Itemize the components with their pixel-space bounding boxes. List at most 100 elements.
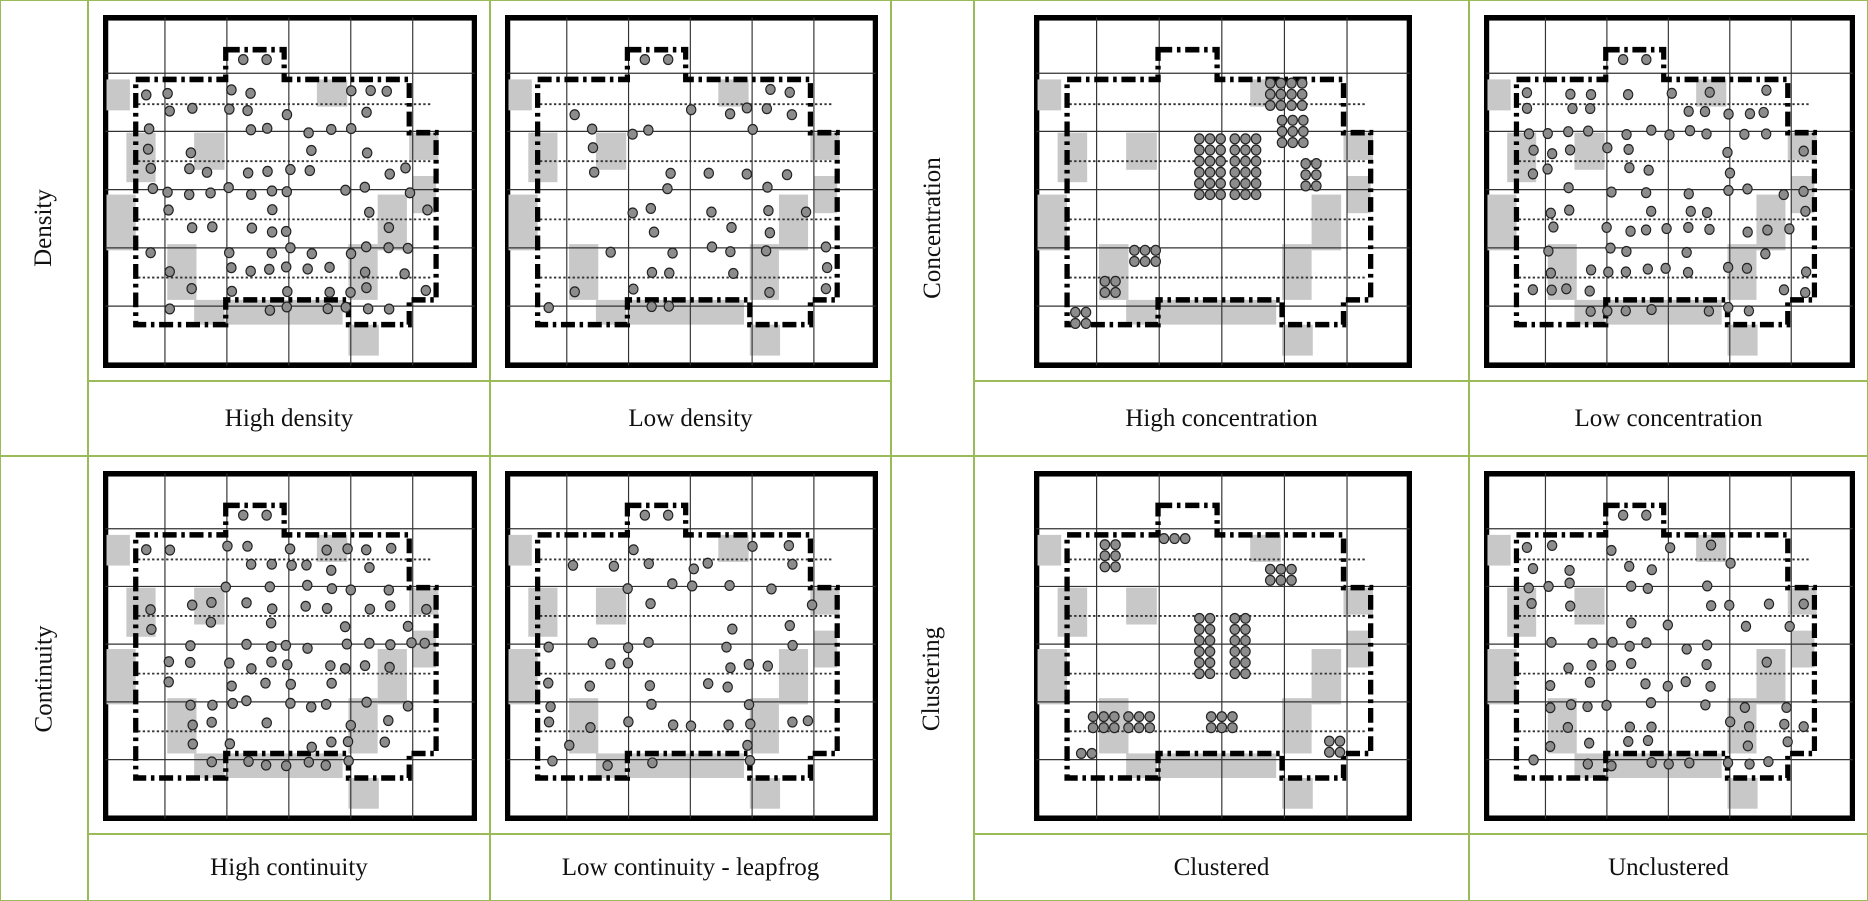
- dot: [643, 558, 655, 570]
- dot: [667, 578, 678, 590]
- dot: [1179, 533, 1191, 545]
- dot: [643, 124, 654, 136]
- dot: [201, 166, 213, 178]
- dot: [246, 663, 257, 675]
- dot: [1250, 155, 1261, 167]
- dot: [419, 637, 430, 649]
- dot: [1623, 735, 1634, 748]
- boundary: [535, 502, 840, 781]
- dot: [1744, 758, 1755, 770]
- dot: [1620, 266, 1632, 278]
- dot: [1228, 166, 1240, 178]
- dot: [325, 660, 336, 672]
- dot: [622, 642, 634, 654]
- map: [103, 471, 477, 821]
- dot: [384, 168, 396, 180]
- dot: [1666, 87, 1677, 99]
- dot: [663, 300, 675, 312]
- shaded-area: [1727, 324, 1758, 356]
- dot: [622, 657, 634, 669]
- dot: [1624, 162, 1635, 174]
- dot: [567, 559, 579, 571]
- dot: [242, 105, 253, 117]
- shaded-area: [508, 79, 532, 111]
- dot: [306, 248, 318, 260]
- dot: [339, 621, 351, 633]
- dot: [326, 583, 338, 595]
- dot: [325, 564, 337, 576]
- dot: [1664, 129, 1675, 141]
- dot: [260, 677, 271, 689]
- dot: [1193, 668, 1205, 680]
- dot: [146, 623, 157, 635]
- dot: [1645, 697, 1657, 709]
- panel: [88, 456, 490, 834]
- dot: [1562, 721, 1574, 733]
- dot: [1565, 699, 1577, 711]
- dot: [261, 122, 273, 134]
- dot: [1542, 127, 1553, 140]
- dot: [302, 579, 313, 591]
- shaded-area: [412, 630, 437, 668]
- dot: [1563, 662, 1574, 674]
- dot: [725, 246, 736, 258]
- dot: [1296, 88, 1307, 100]
- dot: [245, 188, 257, 200]
- dot: [302, 263, 313, 275]
- dot: [285, 163, 296, 176]
- dot: [260, 759, 272, 771]
- dot: [206, 756, 218, 768]
- dot: [145, 247, 156, 259]
- dot: [1704, 223, 1715, 236]
- dot: [1761, 656, 1772, 668]
- dot: [1264, 574, 1276, 586]
- dot: [187, 738, 199, 750]
- row-label-text: Concentration: [918, 157, 946, 299]
- caption: Unclustered: [1469, 834, 1868, 901]
- dot: [267, 204, 278, 216]
- dot: [820, 283, 832, 295]
- dot: [667, 719, 679, 731]
- shaded-area: [377, 649, 407, 705]
- dot: [667, 247, 678, 259]
- shaded-area: [1037, 194, 1067, 251]
- map: [103, 15, 477, 368]
- dot: [744, 755, 756, 767]
- dot: [1705, 539, 1717, 551]
- dot: [1226, 722, 1238, 734]
- dot: [185, 147, 197, 159]
- dot: [1239, 144, 1251, 156]
- dot: [1567, 102, 1578, 115]
- dot: [1323, 735, 1335, 747]
- shaded-area: [126, 132, 156, 183]
- dot: [1193, 623, 1205, 635]
- shaded-area: [1249, 534, 1281, 562]
- dot: [1778, 189, 1789, 201]
- dot: [645, 202, 657, 215]
- dot: [1725, 557, 1736, 569]
- dot: [623, 716, 634, 728]
- dot: [662, 509, 674, 521]
- dot: [1228, 177, 1240, 190]
- dot: [645, 598, 656, 610]
- dot: [1646, 756, 1657, 768]
- dot: [1784, 223, 1795, 235]
- dot: [1193, 646, 1205, 658]
- dot: [226, 84, 237, 96]
- dot: [145, 604, 156, 616]
- dot: [383, 221, 395, 234]
- dot: [727, 623, 738, 635]
- dot: [702, 557, 713, 569]
- dot: [383, 584, 395, 596]
- shaded-area: [718, 79, 749, 107]
- dot: [1108, 722, 1120, 734]
- dot: [361, 696, 372, 708]
- dot: [1239, 646, 1251, 658]
- dot: [545, 701, 556, 713]
- dot: [1239, 166, 1251, 178]
- dot: [1564, 144, 1576, 156]
- dot: [422, 204, 433, 216]
- map: [1033, 471, 1412, 821]
- dot: [1565, 600, 1576, 612]
- dot: [1739, 128, 1750, 140]
